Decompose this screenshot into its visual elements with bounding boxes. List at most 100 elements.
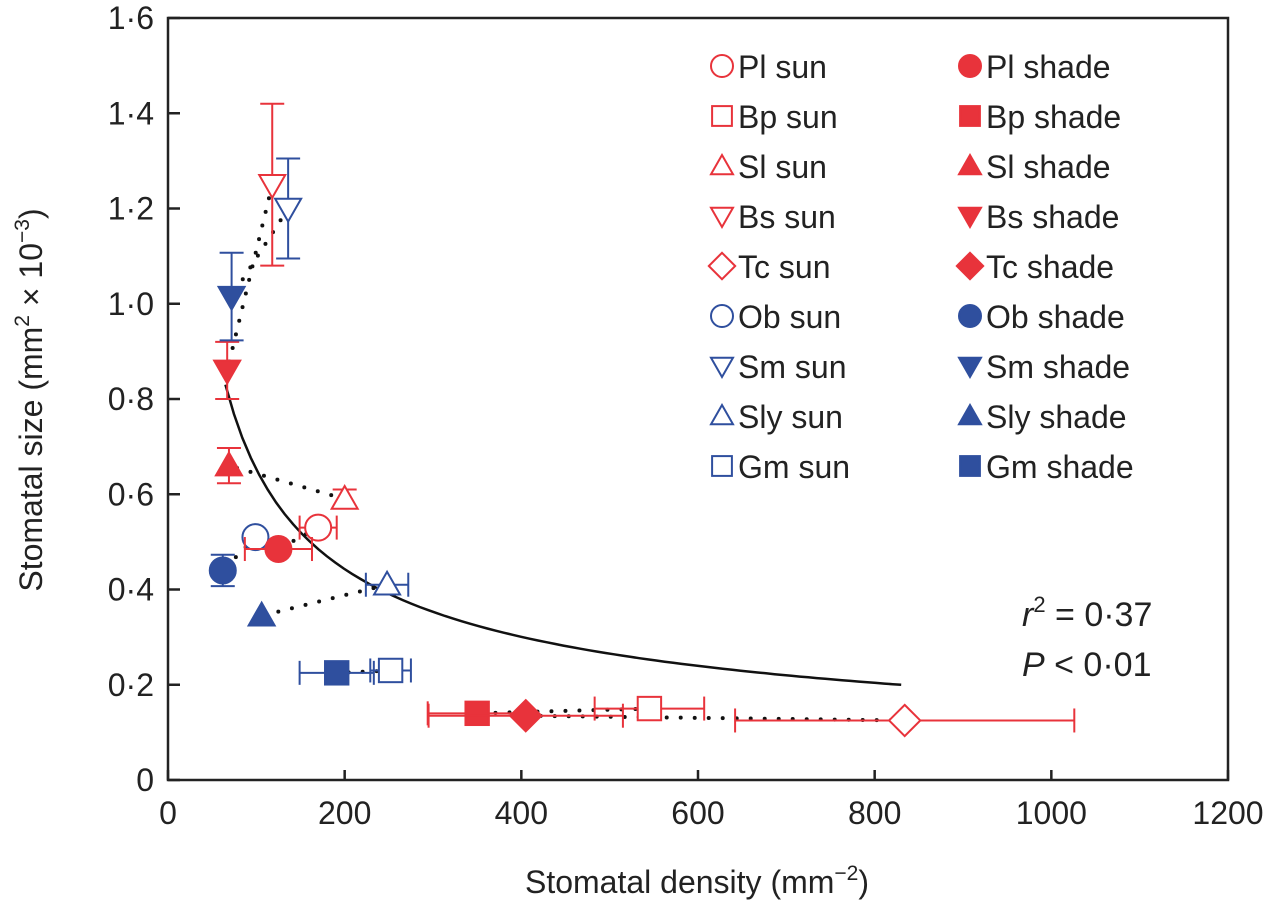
legend-marker <box>709 206 735 230</box>
legend-label: Ob shade <box>986 299 1125 335</box>
legend-marker <box>710 304 734 328</box>
data-point-gm-shade <box>298 660 375 686</box>
data-point-pl-shade <box>243 535 313 564</box>
marker <box>508 698 543 733</box>
legend-label: Ob sun <box>738 299 841 335</box>
legend-label: Sly sun <box>738 399 843 435</box>
marker <box>304 513 333 542</box>
legend-label: Sm sun <box>738 349 846 385</box>
legend-label: Bp shade <box>986 99 1121 135</box>
marker <box>216 285 247 312</box>
data-point-sm-sun <box>273 157 303 260</box>
legend-label: Tc sun <box>738 249 830 285</box>
data-point-gm-sun <box>369 657 412 684</box>
y-tick-label: 0·4 <box>108 572 154 608</box>
legend-label: Gm shade <box>986 449 1134 485</box>
legend-item: Gm shade <box>959 449 1134 485</box>
legend-item: Sly shade <box>957 399 1127 435</box>
legend-item: Tc sun <box>707 249 830 285</box>
legend-item: Bp sun <box>711 99 838 135</box>
marker <box>636 695 663 722</box>
y-axis-label: Stomatal size (mm2 × 10−3) <box>11 208 49 591</box>
data-point-sl-sun <box>329 483 360 510</box>
marker <box>257 173 287 200</box>
legend-marker <box>958 54 982 78</box>
legend-item: Sl shade <box>957 149 1111 185</box>
marker <box>464 700 490 727</box>
legend-item: Sm shade <box>957 349 1130 385</box>
legend-marker <box>957 356 983 380</box>
marker <box>214 450 244 477</box>
legend-item: Bp shade <box>959 99 1121 135</box>
data-point-sm-shade <box>216 251 247 342</box>
marker <box>264 535 293 564</box>
y-tick-label: 0·8 <box>108 381 154 417</box>
legend-item: Ob shade <box>958 299 1125 335</box>
legend-item: Pl sun <box>710 49 827 85</box>
legend-label: Pl shade <box>986 49 1111 85</box>
legend-marker <box>957 152 983 176</box>
legend-label: Sl sun <box>738 149 827 185</box>
legend-item: Pl shade <box>958 49 1111 85</box>
marker <box>208 556 237 585</box>
legend-item: Bs shade <box>957 199 1119 235</box>
data-point-tc-sun <box>734 703 1076 738</box>
legend-label: Tc shade <box>986 249 1114 285</box>
y-tick-label: 1·0 <box>108 286 154 322</box>
legend-label: Sl shade <box>986 149 1111 185</box>
legend-marker <box>711 455 733 477</box>
marker <box>372 569 402 596</box>
legend-item: Ob sun <box>710 299 841 335</box>
legend-item: Sl sun <box>709 149 827 185</box>
legend-label: Pl sun <box>738 49 827 85</box>
legend-marker <box>711 105 733 127</box>
legend-marker <box>958 304 982 328</box>
data-point-tc-shade <box>427 698 624 733</box>
marker <box>273 197 303 224</box>
data-point-ob-sun <box>241 523 270 552</box>
data-point-sly-shade <box>246 600 277 627</box>
y-tick-label: 0·6 <box>108 476 154 512</box>
legend-item: Bs sun <box>709 199 836 235</box>
legend-marker <box>955 251 985 281</box>
x-axis-label: Stomatal density (mm−2) <box>525 862 869 900</box>
sun-shade-connector <box>226 463 347 502</box>
x-tick-label: 200 <box>318 795 371 831</box>
legend-label: Bs sun <box>738 199 836 235</box>
sun-shade-connector <box>334 668 393 675</box>
y-tick-label: 1·4 <box>108 95 154 131</box>
r-squared-annotation: r2 = 0·37 <box>1022 592 1152 634</box>
legend-marker <box>709 356 735 380</box>
legend: Pl sun Bp sun Sl sun Bs sun Tc sun Ob sun Sm s… <box>707 49 1134 485</box>
marker <box>887 703 922 738</box>
legend-item: Sm sun <box>709 349 846 385</box>
marker <box>246 600 277 627</box>
fit-curve <box>224 384 902 687</box>
marker <box>324 660 350 686</box>
data-point-bs-sun <box>257 102 287 267</box>
y-tick-label: 1·6 <box>108 0 154 36</box>
legend-marker <box>959 105 981 127</box>
legend-marker <box>710 54 734 78</box>
data-point-bp-sun <box>593 695 706 722</box>
legend-label: Sm shade <box>986 349 1130 385</box>
x-tick-label: 600 <box>671 795 724 831</box>
legend-item: Tc shade <box>955 249 1114 285</box>
legend-label: Bs shade <box>986 199 1119 235</box>
legend-marker <box>709 402 735 426</box>
data-point-ob-shade <box>208 553 237 588</box>
y-tick-label: 0 <box>136 762 154 798</box>
y-tick-label: 1·2 <box>108 191 154 227</box>
x-tick-label: 400 <box>495 795 548 831</box>
x-axis-label-superscript: −2 <box>834 862 858 885</box>
marker <box>212 359 242 386</box>
legend-marker <box>959 455 981 477</box>
legend-marker <box>707 251 737 281</box>
data-point-sl-shade <box>214 447 244 485</box>
marker <box>329 483 360 510</box>
legend-label: Gm sun <box>738 449 850 485</box>
legend-marker <box>957 206 983 230</box>
legend-marker <box>709 152 735 176</box>
legend-marker <box>957 402 983 426</box>
